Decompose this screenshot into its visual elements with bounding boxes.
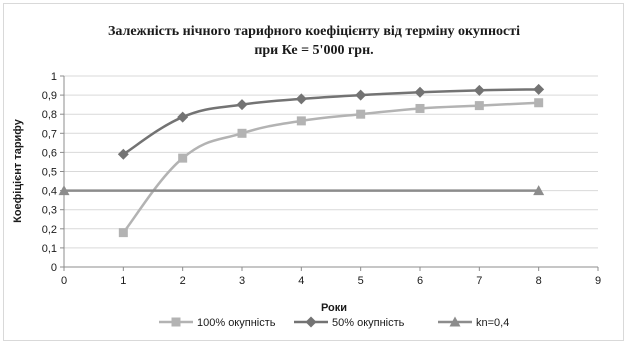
y-tick-label: 0,1 [42,243,57,255]
chart-title-line-2: при Ке = 5'000 грн. [254,43,373,58]
legend-marker-3 [449,316,461,327]
y-axis-title: Коефіцієнт тарифу [12,118,24,223]
chart-frame: Залежність нічного тарифного коефіцієнту… [3,3,624,341]
x-tick-label: 4 [298,275,304,287]
series-1-point [296,116,306,126]
legend-label-3: kn=0,4 [476,317,509,329]
y-tick-label: 0,6 [42,147,57,159]
y-tick-label: 0,3 [42,205,57,217]
x-tick-label: 9 [595,275,601,287]
series-2-point [295,93,307,105]
series-3-point [533,185,545,196]
x-tick-label: 0 [61,275,67,287]
legend-marker-1 [171,317,181,327]
axes [60,75,599,271]
legend-label-1: 100% окупність [197,317,276,329]
chart-title-line-1: Залежність нічного тарифного коефіцієнту… [108,24,520,39]
y-tick-labels: 0 0,1 0,2 0,3 0,4 0,5 0,6 0,7 0,8 0,9 1 [42,71,57,274]
x-tick-label: 7 [476,275,482,287]
series-1-point [356,109,366,119]
series-1-point [237,128,247,138]
y-tick-label: 0 [51,262,57,274]
x-tick-label: 8 [536,275,542,287]
x-tick-label: 5 [358,275,364,287]
y-tick-label: 0,9 [42,90,57,102]
legend: 100% окупність 50% окупність kn=0,4 [159,316,509,329]
chart-svg: Залежність нічного тарифного коефіцієнту… [12,24,601,329]
y-tick-label: 0,2 [42,224,57,236]
series-3-point [58,185,70,196]
y-tick-label: 1 [51,71,57,83]
series-1-point [474,101,484,111]
legend-label-2: 50% окупність [332,317,405,329]
x-tick-label: 3 [239,275,245,287]
series-2-point [177,111,189,123]
x-tick-labels: 0 1 2 3 4 5 6 7 8 9 [61,275,601,287]
series-1-point [415,103,425,113]
y-tick-label: 0,5 [42,167,57,179]
series-2-point [473,84,485,96]
series-2-point [414,86,426,98]
x-tick-label: 6 [417,275,423,287]
gridlines [64,75,598,249]
series-2-point [533,83,545,95]
series-line-2 [122,88,539,156]
series-2-point [117,148,129,160]
series-1-point [178,153,188,163]
series-group [58,83,545,238]
x-axis-title: Роки [321,302,347,314]
y-tick-label: 0,4 [42,186,57,198]
legend-marker-2 [305,316,317,328]
y-tick-label: 0,7 [42,128,57,140]
series-line-1 [122,101,539,234]
series-1-point [534,98,544,108]
x-tick-label: 2 [180,275,186,287]
y-tick-label: 0,8 [42,109,57,121]
series-2-point [355,89,367,101]
series-1-point [118,228,128,238]
series-2-point [236,99,248,111]
x-tick-label: 1 [120,275,126,287]
